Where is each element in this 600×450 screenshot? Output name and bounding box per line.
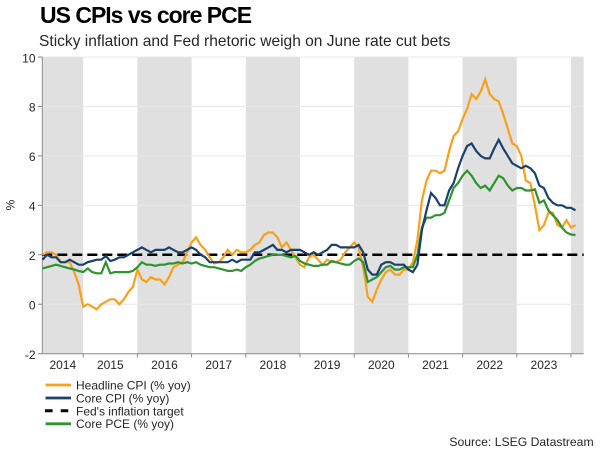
svg-text:10: 10 <box>22 51 36 65</box>
svg-text:2019: 2019 <box>314 358 341 372</box>
svg-text:%: % <box>4 199 18 210</box>
svg-text:4: 4 <box>29 200 36 214</box>
svg-text:2021: 2021 <box>422 358 449 372</box>
svg-text:2016: 2016 <box>151 358 178 372</box>
svg-text:6: 6 <box>29 150 36 164</box>
svg-text:2022: 2022 <box>476 358 503 372</box>
svg-text:Core CPI (% yoy): Core CPI (% yoy) <box>76 391 169 405</box>
svg-text:2017: 2017 <box>205 358 232 372</box>
svg-text:2018: 2018 <box>260 358 287 372</box>
svg-text:2014: 2014 <box>49 358 76 372</box>
svg-text:2020: 2020 <box>368 358 395 372</box>
svg-text:Fed's inflation target: Fed's inflation target <box>76 404 184 418</box>
svg-text:Headline CPI (% yoy): Headline CPI (% yoy) <box>76 378 191 392</box>
svg-text:2015: 2015 <box>97 358 124 372</box>
svg-text:2: 2 <box>29 249 36 263</box>
svg-text:Source: LSEG Datastream: Source: LSEG Datastream <box>449 435 593 449</box>
svg-text:0: 0 <box>29 299 36 313</box>
svg-text:2023: 2023 <box>531 358 558 372</box>
svg-text:US CPIs vs core PCE: US CPIs vs core PCE <box>40 2 252 28</box>
svg-text:8: 8 <box>29 101 36 115</box>
svg-text:-2: -2 <box>25 348 36 362</box>
svg-text:Core PCE (% yoy): Core PCE (% yoy) <box>76 417 174 431</box>
svg-text:Sticky inflation and Fed rheto: Sticky inflation and Fed rhetoric weigh … <box>39 33 451 50</box>
